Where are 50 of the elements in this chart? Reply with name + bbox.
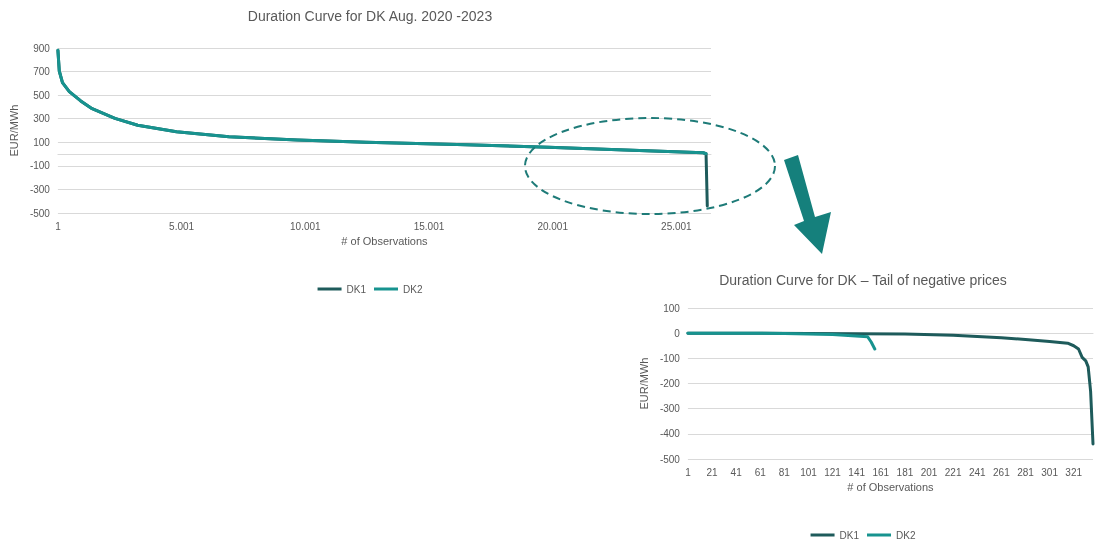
x-tick-label: 281 — [1017, 466, 1035, 478]
chart-title: Duration Curve for DK Aug. 2020 -2023 — [247, 8, 493, 24]
y-tick-label: -300 — [659, 403, 681, 415]
y-tick-label: 300 — [33, 113, 51, 125]
x-tick-label: 20.001 — [537, 220, 569, 232]
x-tick-label: 25.001 — [661, 220, 693, 232]
x-tick-label: 5.001 — [169, 220, 195, 232]
x-tick-label: 161 — [872, 466, 890, 478]
y-tick-label: -400 — [659, 428, 681, 440]
y-tick-label: 0 — [674, 327, 681, 339]
y-tick-label: 900 — [33, 42, 51, 54]
y-tick-label: 700 — [33, 66, 51, 78]
legend-label: DK1 — [346, 283, 367, 295]
x-tick-label: 181 — [896, 466, 914, 478]
legend-label: DK2 — [403, 283, 423, 295]
y-tick-label: -500 — [29, 207, 51, 219]
y-tick-label: -300 — [29, 183, 51, 195]
y-tick-label: -200 — [659, 378, 681, 389]
x-tick-label: 241 — [968, 466, 987, 478]
line-series — [56, 48, 708, 156]
x-tick-label: 221 — [944, 466, 962, 478]
x-tick-label: 1 — [55, 220, 62, 232]
legend-label: DK1 — [839, 529, 860, 541]
x-tick-label: 41 — [730, 466, 743, 478]
x-tick-label: 1 — [685, 466, 692, 478]
x-tick-label: 121 — [824, 466, 842, 478]
x-tick-label: 10.001 — [290, 220, 322, 232]
x-tick-label: 81 — [778, 466, 791, 478]
x-tick-label: 15.001 — [413, 220, 445, 232]
y-axis-title: EUR/MWh — [7, 104, 20, 157]
y-tick-label: 100 — [33, 136, 51, 148]
x-axis-title: # of Observations — [847, 481, 935, 494]
y-axis-title: EUR/MWh — [637, 357, 650, 410]
y-tick-label: -500 — [659, 453, 681, 465]
x-tick-label: 321 — [1065, 466, 1083, 478]
y-tick-label: 500 — [33, 89, 51, 101]
y-tick-label: -100 — [29, 160, 51, 172]
x-tick-label: 101 — [800, 466, 818, 478]
y-tick-label: 100 — [663, 302, 681, 314]
y-tick-label: -100 — [659, 352, 681, 364]
x-axis-title: # of Observations — [341, 235, 429, 248]
x-tick-label: 261 — [993, 466, 1011, 478]
x-tick-label: 21 — [706, 466, 719, 478]
x-tick-label: 201 — [920, 466, 938, 478]
legend-label: DK2 — [896, 529, 916, 541]
x-tick-label: 301 — [1041, 466, 1059, 478]
x-tick-label: 61 — [754, 466, 767, 478]
line-series — [686, 331, 877, 351]
x-tick-label: 141 — [848, 466, 866, 478]
chart-title: Duration Curve for DK – Tail of negative prices — [719, 272, 1007, 288]
